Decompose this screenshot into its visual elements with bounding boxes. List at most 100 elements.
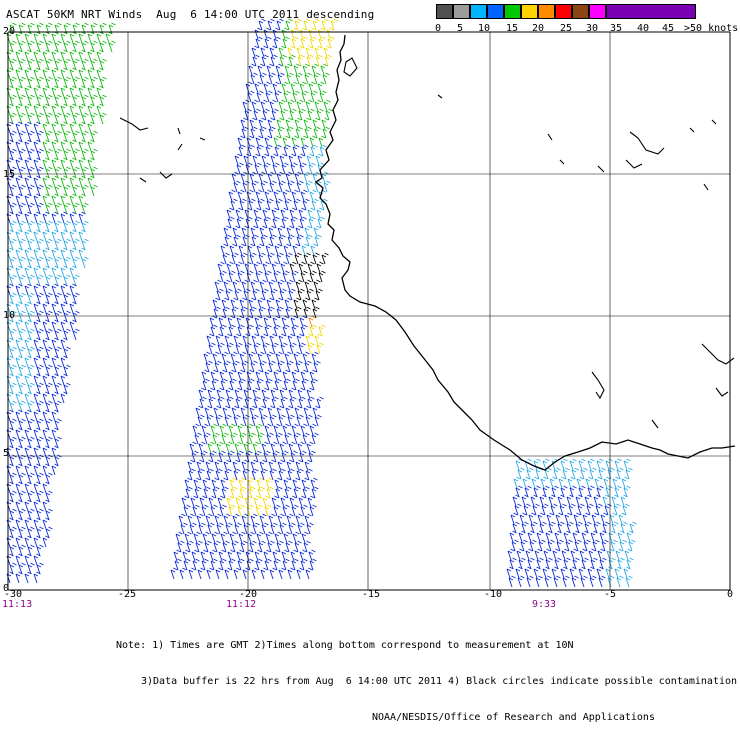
wind-barb (173, 549, 181, 562)
wind-barb (54, 436, 62, 449)
wind-barb (282, 324, 290, 337)
wind-barb (301, 531, 309, 544)
wind-barb (266, 198, 274, 211)
wind-barb (81, 220, 89, 233)
wind-barb (254, 315, 262, 328)
wind-barb (24, 157, 32, 170)
wind-barb (275, 351, 283, 364)
wind-barb (299, 450, 307, 463)
wind-barb (33, 247, 41, 260)
wind-barb (27, 292, 35, 305)
wind-barb (275, 297, 283, 310)
wind-barb (273, 324, 281, 337)
wind-barb (598, 575, 606, 588)
wind-barb (24, 517, 32, 530)
wind-barb (196, 513, 204, 526)
wind-barb (294, 405, 302, 418)
wind-barb (300, 36, 308, 49)
wind-barb (248, 432, 256, 445)
wind-barb (276, 252, 284, 265)
wind-barb (69, 85, 77, 98)
wind-barb (27, 184, 35, 197)
wind-barb (251, 414, 259, 427)
wind-barb (99, 94, 107, 107)
wind-barb (576, 476, 584, 489)
wind-barb (60, 67, 68, 80)
wind-barb (51, 49, 59, 62)
wind-barb (18, 328, 26, 341)
wind-barb (309, 504, 317, 517)
wind-barb (284, 351, 292, 364)
wind-barb (524, 485, 532, 498)
wind-barb (262, 495, 270, 508)
wind-barb (279, 153, 287, 166)
wind-barb (272, 315, 280, 328)
wind-barb (262, 108, 270, 121)
wind-barb (210, 324, 218, 337)
wind-barb (260, 99, 268, 112)
wind-barb (302, 432, 310, 445)
wind-barb (300, 324, 308, 337)
wind-barb (192, 423, 200, 436)
wind-barb (209, 549, 217, 562)
wind-barb (36, 490, 44, 503)
wind-barb (60, 283, 68, 296)
wind-barb (252, 153, 260, 166)
wind-barb (245, 216, 253, 229)
wind-barb (274, 531, 282, 544)
wind-barb (217, 342, 225, 355)
colorbar-swatch-1 (436, 4, 453, 19)
wind-barb (246, 189, 254, 202)
wind-barb (33, 175, 41, 188)
wind-barb (18, 364, 26, 377)
wind-barb (510, 512, 518, 525)
wind-barb (191, 450, 199, 463)
wind-barb (233, 567, 241, 580)
wind-barb (198, 522, 206, 535)
wind-barb (45, 40, 53, 53)
wind-barb (249, 540, 257, 553)
wind-barb (268, 360, 276, 373)
wind-barb (183, 558, 191, 571)
wind-barb (54, 76, 62, 89)
wind-barb (620, 494, 628, 507)
wind-barb (282, 558, 290, 571)
wind-barb (63, 130, 71, 143)
wind-barb (232, 279, 240, 292)
wind-barb (197, 414, 205, 427)
wind-barb (284, 63, 292, 76)
wind-barb (235, 207, 243, 220)
wind-barb (45, 382, 53, 395)
wind-barb (24, 175, 32, 188)
wind-barb (229, 477, 237, 490)
wind-barb (575, 494, 583, 507)
wind-barb (303, 252, 311, 265)
wind-barb (212, 297, 220, 310)
wind-barb (18, 346, 26, 359)
wind-barb (87, 67, 95, 80)
colorbar-label-30: 30 (586, 23, 599, 34)
wind-barb (297, 288, 305, 301)
wind-barb (260, 45, 268, 58)
wind-barb (249, 117, 257, 130)
wind-barb (295, 225, 303, 238)
wind-barb (78, 121, 86, 134)
page: ASCAT 50KM NRT Winds Aug 6 14:00 UTC 201… (2, 4, 739, 723)
wind-barb (312, 171, 320, 184)
wind-barb (305, 99, 313, 112)
wind-barb (309, 423, 317, 436)
wind-barb (265, 477, 273, 490)
wind-barb (216, 387, 224, 400)
wind-barb (99, 40, 107, 53)
wind-barb (182, 549, 190, 562)
wind-barb (15, 535, 23, 548)
wind-barb (81, 184, 89, 197)
lat-label-15: 15 (3, 169, 16, 180)
wind-barb (24, 139, 32, 152)
wind-barb (542, 566, 550, 579)
wind-barb (229, 243, 237, 256)
wind-barb (36, 382, 44, 395)
wind-barb (263, 450, 271, 463)
wind-barb (78, 193, 86, 206)
wind-barb (87, 49, 95, 62)
